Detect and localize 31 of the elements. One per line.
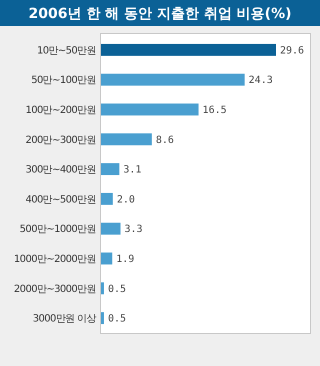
data-label: 0.5 xyxy=(108,314,126,325)
bar xyxy=(101,222,121,235)
data-label: 16.5 xyxy=(202,105,227,116)
bar xyxy=(101,133,152,146)
y-tick-label: 400만~500만원 xyxy=(25,194,96,206)
data-label: 3.3 xyxy=(124,224,143,236)
data-label: 2.0 xyxy=(116,194,135,206)
y-tick-label: 10만~50만원 xyxy=(36,45,96,56)
bar xyxy=(101,282,104,294)
data-label: 3.1 xyxy=(123,164,142,176)
data-label: 8.6 xyxy=(156,134,174,146)
bar xyxy=(101,192,113,205)
bar xyxy=(101,74,245,86)
data-label: 29.6 xyxy=(280,45,304,56)
y-tick-label: 300만~400만원 xyxy=(25,164,96,176)
y-tick-label: 3000만원 이상 xyxy=(32,314,97,325)
bar xyxy=(101,104,199,116)
y-tick-label: 50만~100만원 xyxy=(31,75,96,86)
data-label: 0.5 xyxy=(108,284,126,295)
y-tick-label: 500만~1000만원 xyxy=(20,224,96,236)
y-tick-label: 100만~200만원 xyxy=(25,105,96,116)
bar xyxy=(101,252,112,264)
y-tick-label: 1000만~2000만원 xyxy=(14,254,96,265)
data-label: 24.3 xyxy=(248,75,273,86)
bar xyxy=(101,312,104,324)
data-label: 1.9 xyxy=(116,254,134,265)
y-tick-label: 200만~300만원 xyxy=(25,134,96,146)
bar xyxy=(101,44,276,56)
chart-title: 2006년 한 해 동안 지출한 취업 비용(%) xyxy=(28,6,292,22)
bar xyxy=(101,163,120,176)
y-tick-label: 2000만~3000만원 xyxy=(14,284,96,295)
